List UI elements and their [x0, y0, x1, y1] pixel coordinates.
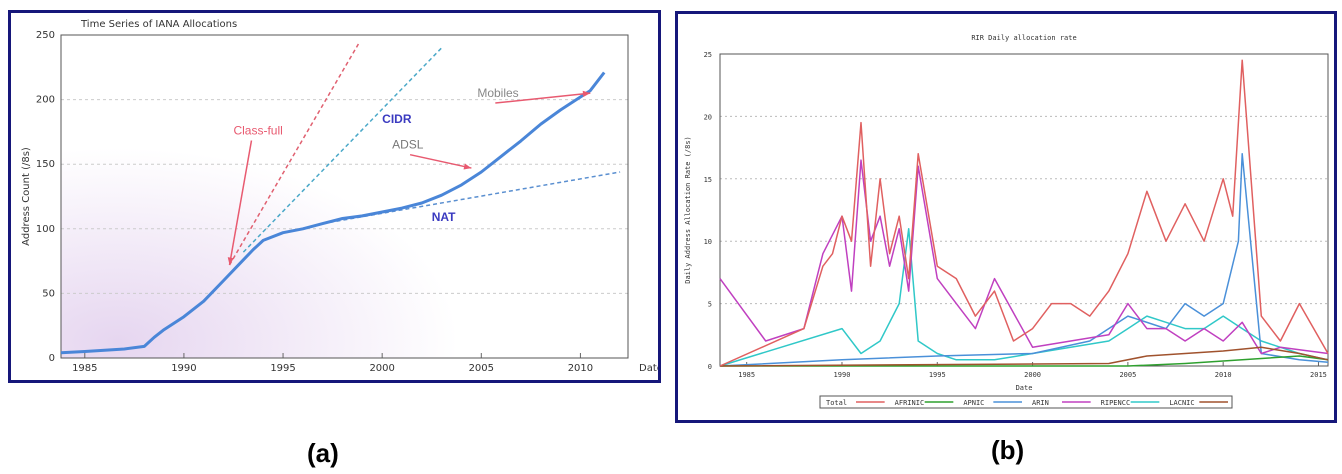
x-tick-label: 2005: [1119, 371, 1136, 379]
series-line-arin: [719, 159, 1329, 355]
trend-line-1: [242, 47, 443, 253]
x-tick-label: 2000: [1024, 371, 1041, 379]
plot-frame: [60, 34, 629, 359]
annotation-label: Class-full: [233, 123, 282, 137]
annotation-arrow: [228, 140, 253, 266]
x-tick-label: 2000: [369, 363, 394, 374]
chart-title: RIR Daily allocation rate: [971, 34, 1076, 42]
series-line-allocations: [60, 71, 606, 355]
annotation-arrowhead: [582, 90, 591, 98]
annotation-label: ADSL: [392, 138, 424, 152]
y-axis-label: Daily Address Allocation Rate (/8s): [684, 136, 692, 284]
legend-label-ripencc: RIPENCC: [1101, 399, 1131, 407]
rir-daily-rate-plot: 0 5 10 15 20 25 1985 1990 1995 2000 2005 2010 2015 RI…: [684, 34, 1329, 409]
plot-frame: [719, 53, 1329, 367]
y-tick-label: 25: [704, 51, 712, 59]
x-axis-label: Date: [639, 363, 658, 374]
series-line-apnic: [719, 153, 1329, 367]
y-tick-label: 0: [49, 353, 55, 364]
legend-label-lacnic: LACNIC: [1169, 399, 1194, 407]
y-tick-label: 150: [36, 159, 55, 170]
x-tick-label: 1990: [171, 363, 196, 374]
y-axis-label: Address Count (/8s): [21, 147, 32, 246]
series-line-total: [719, 59, 1329, 367]
iana-allocations-plot: 0 50 100 150 200 250 1985 1990 1995 2000 2005 2010 T…: [21, 19, 658, 374]
panel-b-caption: (b): [991, 435, 1025, 465]
chart-title: Time Series of IANA Allocations: [80, 19, 237, 30]
y-tick-label: 5: [708, 301, 712, 309]
x-tick-label: 1995: [929, 371, 946, 379]
y-tick-label: 0: [708, 363, 712, 371]
x-tick-label: 2010: [568, 363, 593, 374]
annotation-label: Mobiles: [477, 86, 518, 100]
annotation-arrowhead: [227, 257, 234, 265]
legend-label-total: Total: [826, 399, 847, 407]
y-tick-label: 50: [42, 288, 55, 299]
y-tick-label: 200: [36, 95, 55, 106]
series-line-afrinic: [720, 355, 1329, 367]
x-tick-label: 2010: [1215, 371, 1232, 379]
y-tick-label: 100: [36, 224, 55, 235]
annotation-label: CIDR: [382, 112, 412, 126]
series-line-lacnic: [719, 346, 1329, 367]
x-tick-label: 1995: [270, 363, 295, 374]
y-tick-label: 20: [704, 113, 712, 121]
legend-label-arin: ARIN: [1032, 399, 1049, 407]
trend-line-0: [228, 43, 360, 266]
x-tick-label: 2015: [1310, 371, 1327, 379]
panel-a-chart: 0 50 100 150 200 250 1985 1990 1995 2000 2005 2010 T…: [8, 10, 661, 383]
annotation-arrow: [495, 92, 591, 104]
x-tick-label: 1985: [72, 363, 97, 374]
series-line-ripencc: [719, 227, 1329, 367]
annotation-arrowhead: [463, 163, 472, 170]
x-tick-label: 1985: [738, 371, 755, 379]
x-tick-label: 1990: [834, 371, 851, 379]
x-axis-label: Date: [1016, 384, 1033, 392]
legend-label-apnic: APNIC: [963, 399, 984, 407]
panel-b-chart: 0 5 10 15 20 25 1985 1990 1995 2000 2005 2010 2015 RI…: [675, 11, 1337, 423]
annotation-label: NAT: [432, 210, 456, 224]
y-tick-label: 250: [36, 30, 55, 41]
legend-box: [819, 395, 1233, 409]
legend-label-afrinic: AFRINIC: [895, 399, 925, 407]
watermark-background: [61, 35, 628, 358]
panel-a-caption: (a): [307, 438, 339, 468]
y-tick-label: 15: [704, 176, 712, 184]
annotation-arrow: [409, 153, 472, 169]
y-tick-label: 10: [704, 238, 712, 246]
x-tick-label: 2005: [469, 363, 494, 374]
